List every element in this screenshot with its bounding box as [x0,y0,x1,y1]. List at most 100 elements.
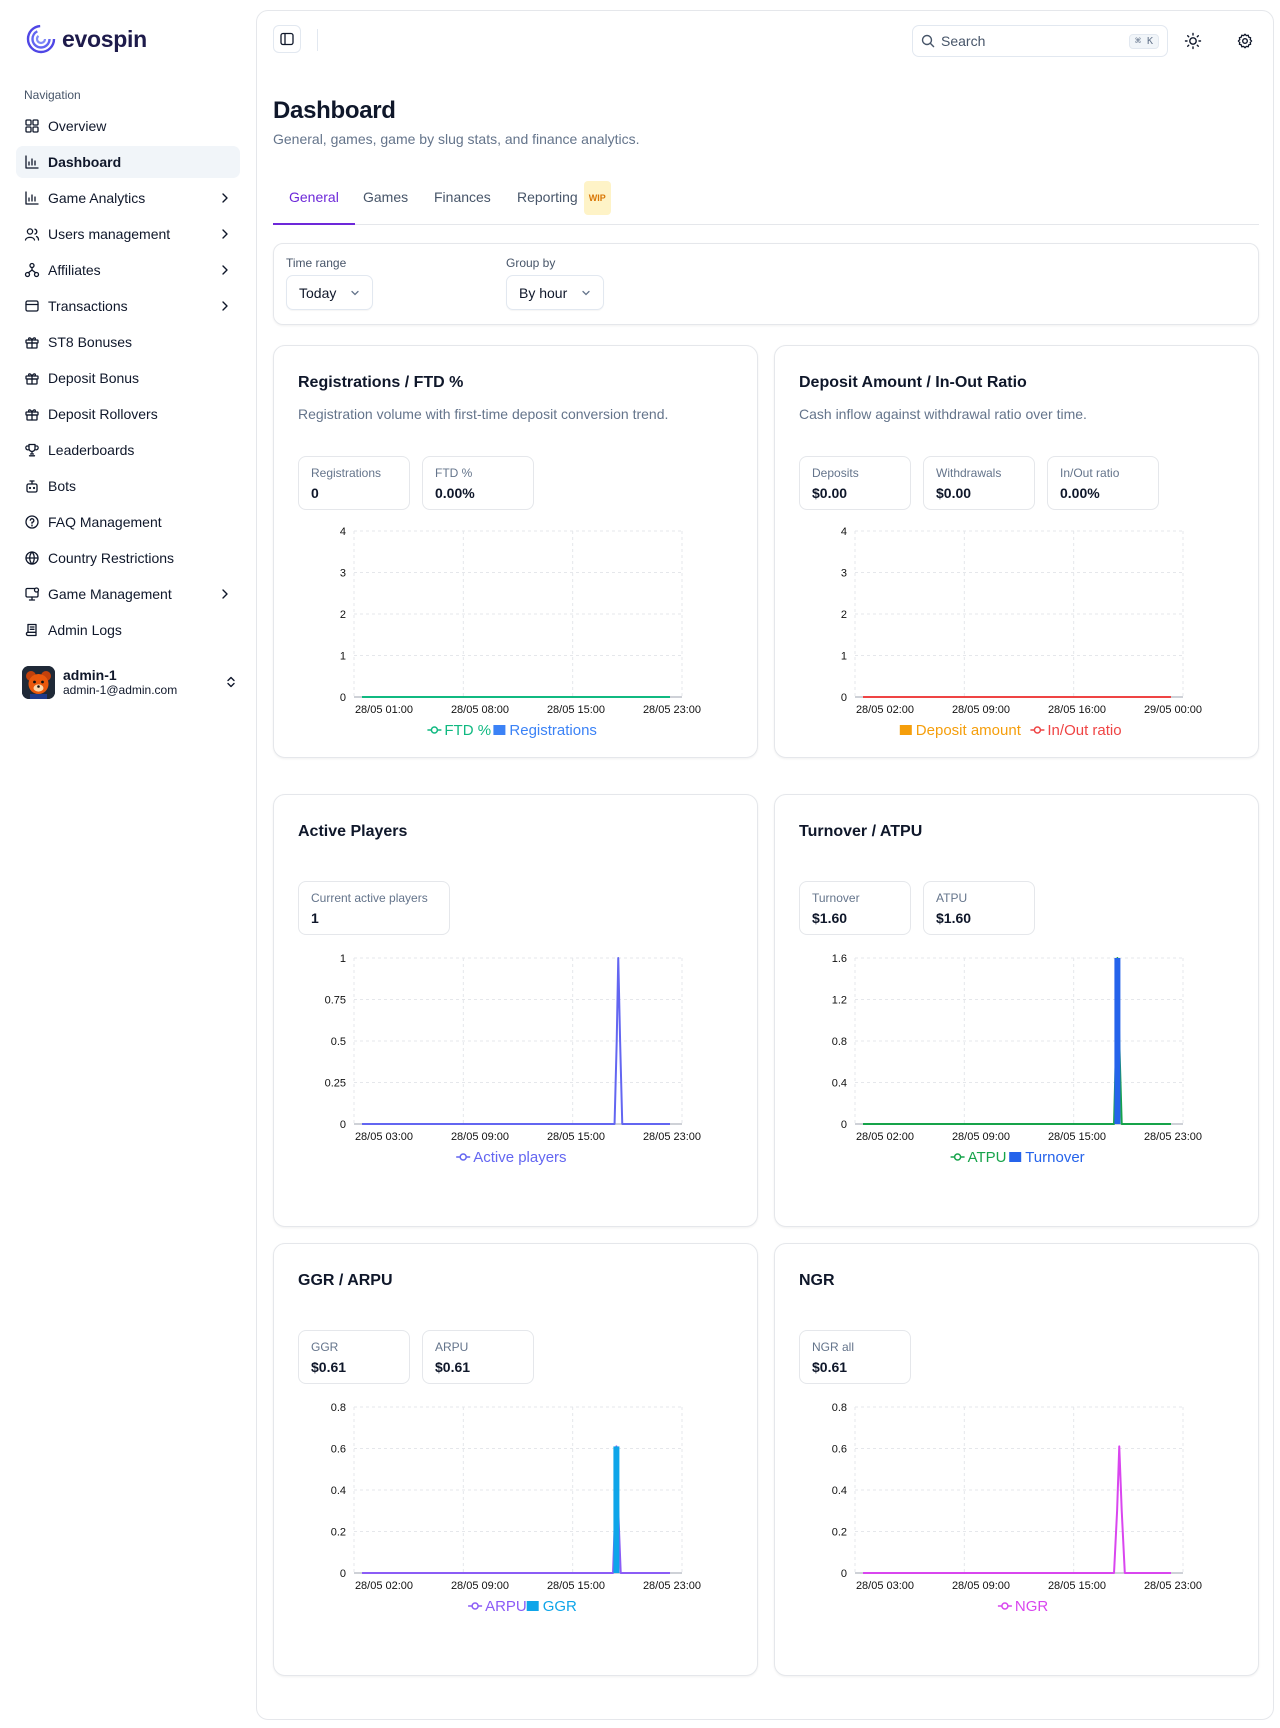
card-title: NGR [799,1272,835,1289]
search-placeholder: Search [941,33,986,49]
overview-icon [25,119,39,133]
avatar [22,665,55,699]
sidebar-item-affiliates[interactable]: Affiliates [16,254,240,286]
stat-value: 1 [311,910,319,926]
sidebar-item-admin-logs[interactable]: Admin Logs [16,614,240,646]
x-tick-label: 28/05 15:00 [1048,1131,1106,1143]
sidebar-item-game-management[interactable]: Game Management [16,578,240,610]
legend-swatch [493,725,506,735]
y-tick-label: 0.2 [331,1527,346,1539]
user-menu[interactable]: admin-1 admin-1@admin.com [22,664,238,700]
sidebar: evospin Navigation Overview Dashboard Game… [0,0,256,1728]
tab-finances[interactable]: Finances [418,181,507,225]
x-tick-label: 28/05 16:00 [1048,704,1106,716]
tab-general[interactable]: General [273,181,355,225]
tab-label: General [289,189,339,205]
y-tick-label: 0.4 [331,1485,346,1497]
stats-row: NGR all $0.61 [799,1330,911,1384]
card-title: Active Players [298,823,408,840]
x-tick-label: 28/05 09:00 [451,1580,509,1592]
sidebar-item-bots[interactable]: Bots [16,470,240,502]
y-tick-label: 0.75 [325,995,346,1007]
sidebar-item-label: ST8 Bonuses [48,334,133,350]
nav-heading: Navigation [24,88,81,102]
sidebar-item-country-restrictions[interactable]: Country Restrictions [16,542,240,574]
legend-label: In/Out ratio [1047,722,1121,739]
sidebar-item-leaderboards[interactable]: Leaderboards [16,434,240,466]
chevron-right-icon [222,589,228,599]
legend-label: Active players [473,1149,566,1166]
x-tick-label: 28/05 15:00 [547,1580,605,1592]
sidebar-item-overview[interactable]: Overview [16,110,240,142]
chevron-right-icon [222,193,228,203]
stat-arpu: ARPU $0.61 [422,1330,534,1384]
sidebar-item-deposit-bonus[interactable]: Deposit Bonus [16,362,240,394]
legend-swatch [526,1601,539,1611]
search-input[interactable]: Search ⌘ K [912,25,1168,57]
ggr-chart: 0 0.2 0.4 0.6 0.8 28/05 02:00 28/05 09:00 28/05… [331,1402,701,1615]
y-tick-label: 3 [841,568,847,580]
brand[interactable]: evospin [26,24,147,54]
main-panel: Search ⌘ K Dashboard General, games, gam… [256,10,1274,1720]
stat-label: ATPU [936,891,968,905]
sidebar-item-label: Leaderboards [48,442,135,458]
ggr-card: GGR / ARPU GGR $0.61 ARPU $0.61 0 0.2 0.4 0.6… [273,1243,758,1676]
stats-row: Current active players 1 [298,881,450,935]
deposit-card: Deposit Amount / In-Out Ratio Cash inflo… [774,345,1259,758]
sidebar-item-label: Bots [48,478,77,494]
x-tick-label: 28/05 08:00 [451,704,509,716]
time-range-filter: Time range Today [286,256,374,310]
x-tick-label: 28/05 15:00 [1048,1580,1106,1592]
sidebar-item-label: Country Restrictions [48,550,175,566]
stat-label: Current active players [311,891,428,905]
theme-toggle-button[interactable] [1179,27,1207,55]
sidebar-item-game-analytics[interactable]: Game Analytics [16,182,240,214]
sidebar-item-dashboard[interactable]: Dashboard [16,146,240,178]
sidebar-item-faq-management[interactable]: FAQ Management [16,506,240,538]
legend-label: Deposit amount [916,722,1022,739]
group-by-select[interactable]: By hour [506,275,605,310]
sidebar-item-label: Game Management [48,586,172,602]
user-email: admin-1@admin.com [63,682,178,697]
tab-reporting[interactable]: Reporting WIP [501,181,627,225]
stats-row: Deposits $0.00 Withdrawals $0.00 In/Out ra… [799,456,1159,510]
x-tick-label: 28/05 23:00 [643,1131,701,1143]
x-tick-label: 28/05 09:00 [952,704,1010,716]
stat-label: Turnover [812,891,860,905]
settings-button[interactable] [1231,27,1259,55]
stat-active-players: Current active players 1 [298,881,450,935]
card-title: Turnover / ATPU [799,823,923,840]
chart-icon [25,191,39,205]
bot-icon [26,480,38,493]
y-tick-label: 0.8 [832,1402,847,1414]
tab-games[interactable]: Games [347,181,424,225]
x-tick-label: 28/05 15:00 [547,1131,605,1143]
monitor-icon [25,587,40,601]
y-tick-label: 0.2 [832,1527,847,1539]
stat-label: Deposits [812,466,859,480]
sidebar-item-transactions[interactable]: Transactions [16,290,240,322]
legend-label: ATPU [968,1149,1007,1166]
sidebar-item-deposit-rollovers[interactable]: Deposit Rollovers [16,398,240,430]
chevrons-up-down-icon[interactable] [224,675,238,689]
x-tick-label: 28/05 23:00 [1144,1580,1202,1592]
tab-label: Reporting [517,189,578,205]
y-tick-label: 0 [841,1568,847,1580]
time-range-select[interactable]: Today [286,275,374,310]
stat-label: GGR [311,1340,339,1354]
sidebar-item-users-management[interactable]: Users management [16,218,240,250]
sidebar-toggle-button[interactable] [273,25,301,53]
stat-label: FTD % [435,466,473,480]
divider [317,29,318,51]
x-tick-label: 28/05 02:00 [856,1131,914,1143]
y-tick-label: 0 [340,692,346,704]
y-tick-label: 0.25 [325,1078,346,1090]
evospin-logo-icon [26,24,56,54]
stats-row: Turnover $1.60 ATPU $1.60 [799,881,1035,935]
stat-inout-ratio: In/Out ratio 0.00% [1047,456,1159,510]
y-tick-label: 0.8 [331,1402,346,1414]
y-tick-label: 4 [340,526,346,538]
sidebar-item-st8-bonuses[interactable]: ST8 Bonuses [16,326,240,358]
brand-name: evospin [62,25,147,52]
legend-label: NGR [1015,1598,1049,1615]
